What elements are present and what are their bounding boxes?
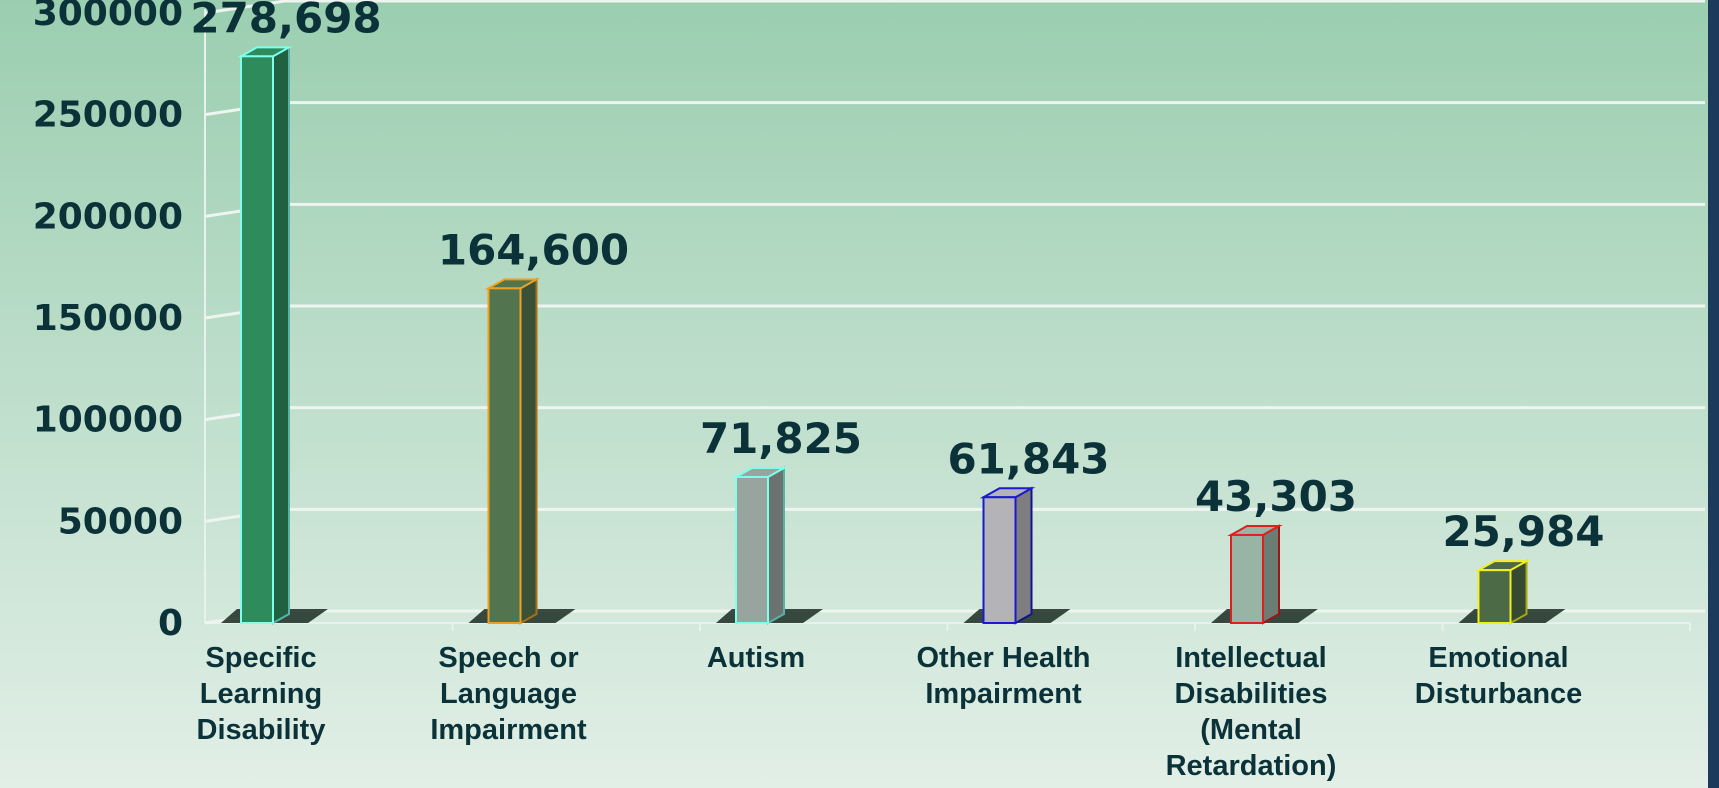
- bar-side: [519, 277, 538, 625]
- y-tick-label: 250000: [33, 95, 183, 136]
- y-tick-label: 150000: [33, 298, 183, 339]
- value-label: 164,600: [438, 225, 629, 274]
- y-tick-label: 0: [158, 603, 183, 644]
- y-tick-label: 100000: [33, 400, 183, 441]
- x-tick-label: Speech or Language Impairment: [430, 642, 587, 746]
- bar-side: [1262, 524, 1280, 625]
- x-tick-label: Autism: [706, 642, 806, 674]
- bar-side: [767, 466, 785, 625]
- edge-strip: [1708, 0, 1719, 788]
- x-tick-label: Other Health Impairment: [916, 642, 1091, 710]
- grid-line: [204, 0, 1705, 15]
- bar: [487, 287, 522, 624]
- bar-side: [1509, 559, 1528, 625]
- bar: [982, 496, 1017, 624]
- bar: [240, 55, 274, 624]
- bar-side: [272, 45, 290, 625]
- y-tick-label: 300000: [33, 0, 183, 34]
- x-tick-label: Intellectual Disabilities (Mental Retard…: [1165, 642, 1337, 782]
- value-label: 25,984: [1442, 507, 1604, 556]
- value-label: 43,303: [1195, 472, 1357, 521]
- value-label: 71,825: [700, 414, 862, 463]
- value-label: 278,698: [190, 0, 381, 42]
- bar-side: [1014, 486, 1033, 625]
- value-label: 61,843: [947, 434, 1109, 483]
- y-tick-label: 200000: [33, 196, 183, 237]
- bar: [735, 475, 769, 625]
- bar: [1477, 569, 1512, 625]
- x-tick-label: Emotional Disturbance: [1414, 642, 1583, 710]
- bar: [1230, 533, 1264, 624]
- x-tick-label: Specific Learning Disability: [196, 642, 326, 746]
- y-tick-label: 50000: [58, 501, 183, 542]
